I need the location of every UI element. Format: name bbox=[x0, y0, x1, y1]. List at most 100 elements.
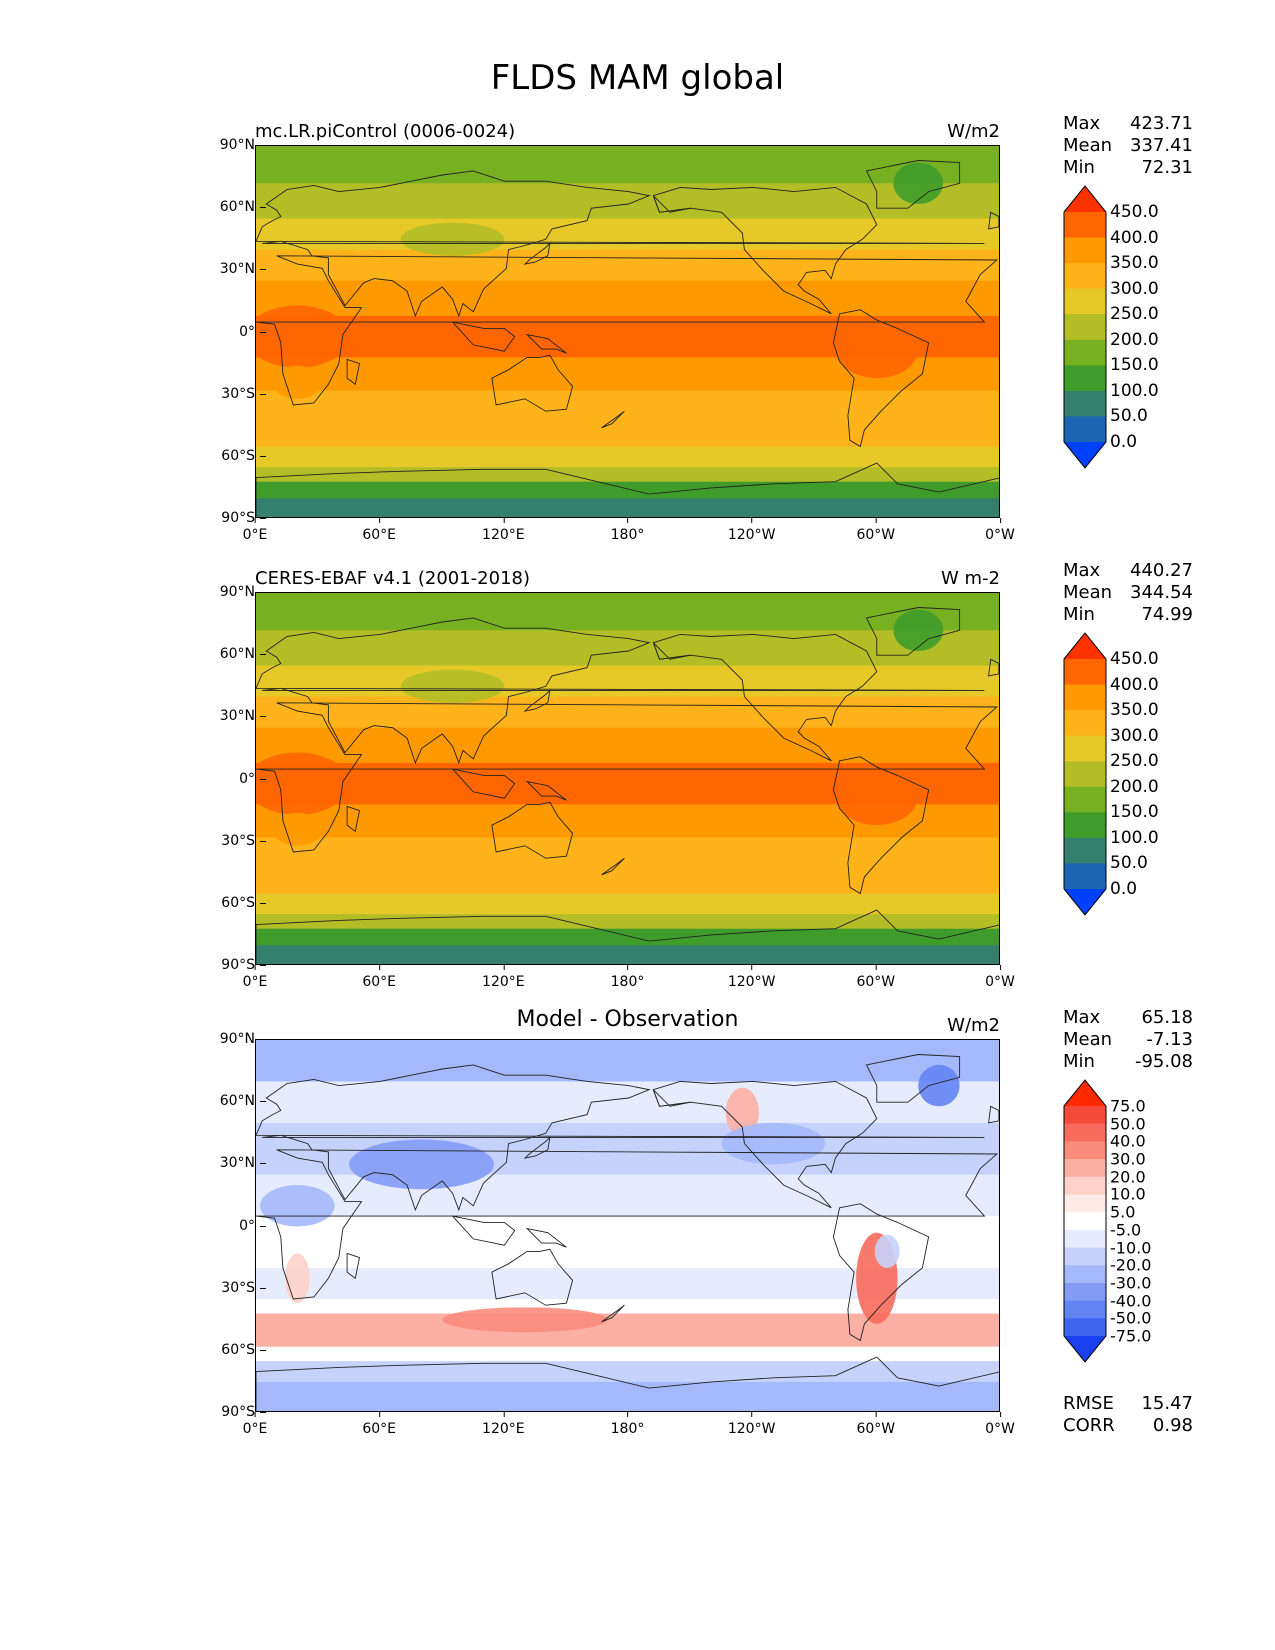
colorbar-bin bbox=[1064, 1212, 1106, 1231]
colorbar-tick-label: 100.0 bbox=[1110, 827, 1159, 848]
colorbar-bin bbox=[1064, 314, 1106, 341]
panel-subtitle: Model - Observation bbox=[516, 1007, 739, 1032]
coastline-nz bbox=[601, 857, 625, 876]
field-feature bbox=[260, 1185, 335, 1227]
lat-tick-label: 90°S bbox=[221, 1404, 266, 1420]
stat-row: Max 423.71 bbox=[1063, 113, 1193, 135]
lon-tick-label: 180° bbox=[610, 518, 645, 543]
coastline-japan bbox=[523, 1136, 551, 1159]
coastline-africa bbox=[256, 255, 999, 406]
field-stats: Max 440.27 Mean 344.54 Min 74.99 bbox=[1063, 560, 1193, 626]
field-band bbox=[256, 837, 999, 868]
colorbar-tick-label: 300.0 bbox=[1110, 278, 1159, 299]
colorbar-tick-label: 400.0 bbox=[1110, 674, 1159, 695]
colorbar-tick-label: 50.0 bbox=[1110, 406, 1148, 427]
coastline-britain bbox=[988, 658, 999, 677]
colorbar-bin bbox=[1064, 1300, 1106, 1319]
colorbar-tick-label: 150.0 bbox=[1110, 802, 1159, 823]
coastline-nz bbox=[601, 1304, 625, 1323]
colorbar-extend-min bbox=[1064, 1336, 1106, 1362]
lon-tick-label: 120°E bbox=[482, 518, 525, 543]
field-band bbox=[256, 146, 999, 184]
panel-units: W/m2 bbox=[947, 1015, 1000, 1036]
coastline-samerica bbox=[832, 1203, 930, 1342]
panel-subtitle: mc.LR.piControl (0006-0024) bbox=[255, 121, 516, 142]
coastline-madagascar bbox=[346, 358, 361, 386]
coastline-indonesia bbox=[451, 1215, 516, 1246]
coastline-australia bbox=[491, 354, 574, 412]
coastline-alaska_ext bbox=[652, 642, 691, 660]
field-band bbox=[256, 1040, 999, 1082]
lat-tick-label: 30°S bbox=[221, 1279, 266, 1296]
lat-tick-label: 60°S bbox=[221, 894, 266, 911]
colorbar-bin bbox=[1064, 1265, 1106, 1284]
error-stat-label: RMSE bbox=[1063, 1393, 1114, 1414]
stat-value: 65.18 bbox=[1141, 1007, 1193, 1028]
lat-tick-label: 60°N bbox=[219, 199, 267, 216]
coastline-antarctica bbox=[256, 909, 999, 964]
lat-tick-label: 60°S bbox=[221, 1341, 266, 1358]
coastline-samerica bbox=[832, 756, 930, 895]
stat-label: Max bbox=[1063, 1007, 1101, 1028]
lat-tick-label: 90°N bbox=[219, 584, 267, 600]
colorbar-tick-label: -30.0 bbox=[1110, 1273, 1152, 1293]
coastline-alaska_ext bbox=[652, 195, 691, 213]
map-svg bbox=[256, 146, 999, 517]
coastline-australia bbox=[491, 1248, 574, 1306]
field-band bbox=[256, 1361, 999, 1383]
coastline-europe_asia bbox=[256, 617, 985, 765]
field-feature bbox=[893, 162, 944, 205]
coastline-europe_asia bbox=[256, 170, 985, 318]
lon-tick-label: 60°W bbox=[856, 965, 896, 990]
coastline-alaska_ext bbox=[652, 1089, 691, 1107]
colorbar bbox=[1063, 632, 1107, 916]
field-feature bbox=[272, 365, 323, 399]
colorbar-bin bbox=[1064, 1247, 1106, 1266]
lat-tick-label: 0° bbox=[239, 1217, 266, 1234]
lon-tick-label: 60°E bbox=[362, 1412, 396, 1437]
colorbar-bin bbox=[1064, 812, 1106, 839]
field-band bbox=[256, 928, 999, 946]
map-plot-area bbox=[255, 145, 1000, 518]
stat-label: Mean bbox=[1063, 1029, 1113, 1050]
colorbar-outline bbox=[1063, 632, 1107, 916]
colorbar-outline bbox=[1063, 1079, 1107, 1363]
coastline-europe_asia bbox=[256, 1064, 985, 1212]
field-feature bbox=[349, 1139, 494, 1190]
lat-tick-label: 30°N bbox=[219, 261, 267, 278]
colorbar-bin bbox=[1064, 1106, 1106, 1125]
field-band bbox=[256, 218, 999, 251]
map-plot-area bbox=[255, 1039, 1000, 1412]
colorbar bbox=[1063, 1079, 1107, 1363]
lon-tick-label: 0°W bbox=[985, 1412, 1015, 1437]
stat-value: 344.54 bbox=[1130, 582, 1193, 603]
error-stats: RMSE 15.47 CORR 0.98 bbox=[1063, 1393, 1193, 1437]
stat-row: Max 65.18 bbox=[1063, 1007, 1193, 1029]
colorbar-tick-label: 0.0 bbox=[1110, 432, 1138, 452]
field-band bbox=[256, 1313, 999, 1348]
field-band bbox=[256, 727, 999, 764]
field-band bbox=[256, 665, 999, 698]
lat-tick-label: 30°N bbox=[219, 1155, 267, 1172]
error-stat-value: 0.98 bbox=[1152, 1415, 1193, 1436]
colorbar-bin bbox=[1064, 390, 1106, 417]
map-svg bbox=[256, 593, 999, 964]
colorbar-tick-label: 50.0 bbox=[1110, 1114, 1146, 1134]
lon-tick-label: 120°W bbox=[727, 1412, 776, 1437]
field-band bbox=[256, 280, 999, 317]
colorbar-tick-label: 50.0 bbox=[1110, 853, 1148, 874]
field-feature bbox=[893, 609, 944, 652]
colorbar-tick-label: 350.0 bbox=[1110, 700, 1159, 721]
lon-tick-label: 60°W bbox=[856, 518, 896, 543]
stat-label: Min bbox=[1063, 604, 1095, 625]
colorbar-bin bbox=[1064, 1176, 1106, 1195]
error-stat-row: RMSE 15.47 bbox=[1063, 1393, 1193, 1415]
stat-value: -95.08 bbox=[1134, 1051, 1193, 1072]
stat-value: -7.13 bbox=[1146, 1029, 1193, 1050]
coastline-samerica bbox=[832, 309, 930, 448]
colorbar-extend-max bbox=[1064, 186, 1106, 212]
panel-units: W/m2 bbox=[947, 121, 1000, 142]
colorbar-bin bbox=[1064, 263, 1106, 290]
field-feature bbox=[256, 752, 350, 815]
colorbar-outline bbox=[1063, 185, 1107, 469]
